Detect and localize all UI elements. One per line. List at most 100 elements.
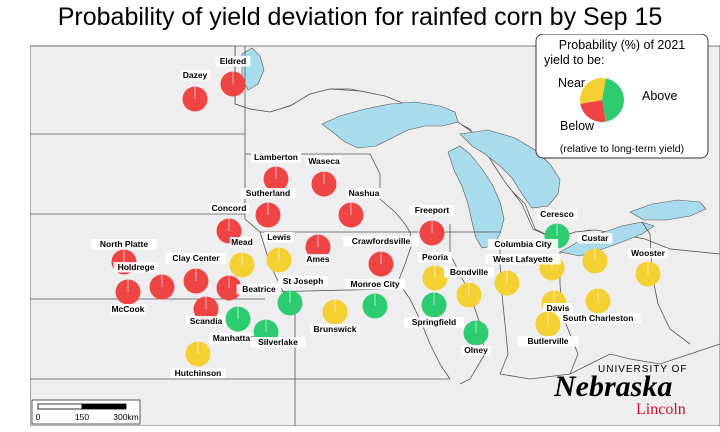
site-label: Ceresco [540,209,574,219]
site-mead: Mead [229,237,255,278]
site-silverlake: Silverlake [250,319,306,348]
scale-bar-segment-1 [37,403,83,410]
site-label: Nashua [349,188,380,198]
scale-tick-0: 0 [36,412,41,422]
site-nashua: Nashua [338,188,382,228]
scale-tick-300: 300km [113,412,139,422]
site-label: Wooster [631,248,666,258]
site-label-background [180,70,210,81]
site-label: Monroe City [350,279,399,289]
site-label-background [310,324,360,335]
legend-below-label: Below [560,119,595,133]
site-peoria: Peoria [417,252,453,291]
site-label: Custar [582,233,610,243]
site-olney: Olney [461,320,491,356]
site-label-background [346,188,382,199]
site-lamberton: Lamberton [251,152,301,192]
site-label: Clay Center [172,253,220,263]
site-label-background [485,254,561,265]
site-label: Columbia City [494,239,551,249]
site-brunswick: Brunswick [310,299,360,335]
site-label-background [417,252,453,263]
lake-ontario [629,199,707,221]
site-label: Butlerville [527,336,568,346]
site-label: Olney [464,345,488,355]
site-markers: Dazey Eldred Lamberton Waseca Sutherland Nash… [91,56,668,379]
site-ames: Ames [305,234,331,265]
site-label-background [537,209,577,220]
site-bondville: Bondville [444,267,494,308]
site-eldred: Eldred [215,56,251,97]
site-wooster: Wooster [628,248,668,287]
site-label-background [240,188,296,199]
site-south-charleston: South Charleston [555,288,641,324]
site-label: Holdrege [118,262,155,272]
map-canvas: Probability (%) of 2021 yield to be: Nea… [30,34,720,426]
site-label: Bondville [450,267,489,277]
site-freeport: Freeport [409,205,455,246]
site-label-background [165,253,227,264]
site-label-background [403,317,465,328]
site-label: Silverlake [258,337,298,347]
legend-near-label: Near [558,76,585,90]
site-st-joseph: St Joseph [277,276,328,316]
site-lewis: Lewis [264,232,294,273]
site-scandia: Scandia [186,296,226,327]
site-label-background [543,303,573,314]
site-monroe-city: Monroe City [344,279,406,319]
site-waseca: Waseca [306,156,342,197]
site-clay-center: Clay Center [165,253,227,294]
site-label-background [517,336,579,347]
site-label-background [409,205,455,216]
site-west-lafayette: West Lafayette [485,254,561,296]
site-label-background [186,316,226,327]
site-label: North Platte [100,239,148,249]
site-label-background [305,254,331,265]
site-label: Mead [231,237,253,247]
legend-title-line2: yield to be: [544,53,604,67]
site-label-background [461,345,491,356]
site-label: Eldred [220,56,246,66]
site-label: South Charleston [563,313,634,323]
scale-bar-segment-2 [81,403,127,410]
site-label-background [250,337,306,348]
unl-logo: UNIVERSITY OF Nebraska Lincoln [553,364,687,418]
site-label-background [577,233,613,244]
site-label-background [628,248,668,259]
site-custar: Custar [577,233,613,274]
site-holdrege: Holdrege [113,262,175,300]
site-label: Beatrice [242,284,276,294]
map-area: Probability (%) of 2021 yield to be: Nea… [30,34,720,426]
site-label-background [170,368,226,379]
site-beatrice: Beatrice [216,275,282,301]
site-label: West Lafayette [493,254,553,264]
site-label-background [209,203,249,214]
site-label-background [306,156,342,167]
site-label: Brunswick [314,324,357,334]
site-label: Hutchinson [175,368,222,378]
site-label-background [487,239,559,250]
site-label: Sutherland [246,188,290,198]
site-label: St Joseph [283,276,324,286]
site-label: McCook [111,304,144,314]
site-label: Manhattan [213,333,256,343]
lake-superior [321,101,459,149]
scale-bar: 0 150 300km [31,399,141,425]
site-mccook: McCook [110,279,146,315]
site-dazey: Dazey [180,70,210,112]
site-label-background [209,333,259,344]
legend: Probability (%) of 2021 yield to be: Nea… [535,34,709,159]
site-label: Dazey [183,70,208,80]
site-label: Crawfordsville [352,236,411,246]
lake-huron [459,129,561,209]
site-label-background [343,236,419,247]
legend-pie [580,77,625,123]
site-label: Peoria [422,252,448,262]
site-label: Davis [547,303,570,313]
site-label-background [555,313,641,324]
site-label: Lewis [267,232,291,242]
site-label-background [264,232,294,243]
site-label-background [236,284,282,295]
logo-nebraska: Nebraska [553,370,672,403]
legend-title-line1: Probability (%) of 2021 [559,38,686,52]
